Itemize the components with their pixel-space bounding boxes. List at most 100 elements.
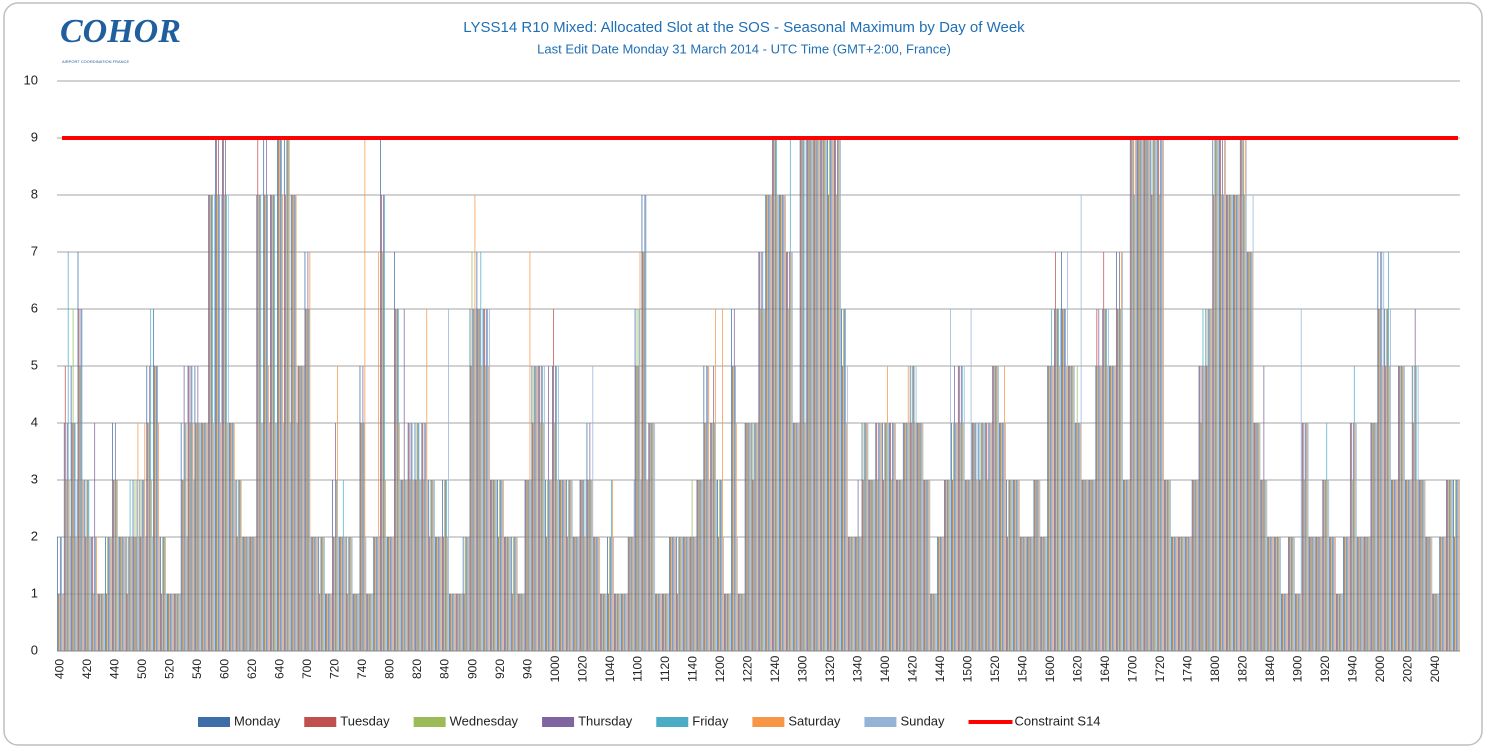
bar xyxy=(521,594,523,651)
bar xyxy=(713,366,715,651)
bar xyxy=(395,309,397,651)
bar xyxy=(433,480,435,651)
bar xyxy=(1119,252,1120,651)
bar xyxy=(734,366,736,651)
bar xyxy=(658,594,660,651)
bar xyxy=(1229,195,1230,651)
bar xyxy=(574,537,576,651)
bar xyxy=(502,480,503,651)
bar xyxy=(579,480,581,651)
bar xyxy=(1012,480,1014,651)
bar xyxy=(508,537,510,651)
bar xyxy=(393,252,395,651)
bar xyxy=(1441,537,1443,651)
bar xyxy=(1131,138,1133,651)
bar xyxy=(514,537,516,651)
legend-swatch xyxy=(413,717,446,727)
bar xyxy=(1348,537,1350,651)
bar xyxy=(1454,537,1455,651)
bar xyxy=(1451,480,1452,651)
bar xyxy=(735,423,737,651)
bar xyxy=(416,423,418,651)
bar xyxy=(118,537,120,651)
bar xyxy=(1349,423,1351,651)
bar xyxy=(617,594,618,651)
bar xyxy=(404,480,406,651)
bar xyxy=(907,366,909,651)
bar xyxy=(393,537,394,651)
bar xyxy=(1284,594,1285,651)
bar xyxy=(213,423,214,651)
bar xyxy=(618,594,620,651)
bar xyxy=(901,480,903,651)
bar xyxy=(1400,366,1401,651)
x-tick-label: 840 xyxy=(438,659,452,679)
bar xyxy=(1021,537,1023,651)
bar xyxy=(1237,195,1239,651)
bar xyxy=(1371,423,1373,651)
bar xyxy=(403,309,405,651)
bar xyxy=(421,423,423,651)
bar xyxy=(1307,423,1309,651)
legend-label: Monday xyxy=(234,713,281,728)
bar xyxy=(790,252,792,651)
bar xyxy=(244,537,246,651)
bar xyxy=(284,195,286,651)
bar xyxy=(644,195,646,651)
bar xyxy=(429,537,431,651)
bar xyxy=(135,537,137,651)
bar xyxy=(605,594,606,651)
bar xyxy=(400,480,402,651)
bar xyxy=(1445,537,1446,651)
bar xyxy=(744,423,746,651)
chart-title: LYSS14 R10 Mixed: Allocated Slot at the … xyxy=(463,19,1025,36)
bar xyxy=(415,480,417,651)
bar xyxy=(843,309,845,651)
bar xyxy=(1092,480,1094,651)
bar xyxy=(405,480,407,651)
bar xyxy=(857,480,859,651)
bar xyxy=(1354,423,1356,651)
bar xyxy=(1453,480,1454,651)
bar xyxy=(849,537,851,651)
bar xyxy=(534,366,536,651)
bar xyxy=(312,537,314,651)
bar xyxy=(265,195,267,651)
bar xyxy=(879,423,881,651)
bar xyxy=(705,423,707,651)
bar xyxy=(1135,138,1137,651)
bar xyxy=(298,366,300,651)
bar xyxy=(233,423,235,651)
bar xyxy=(787,309,789,651)
bar xyxy=(762,252,764,651)
legend-label: Sunday xyxy=(900,713,945,728)
bar xyxy=(1018,480,1020,651)
logo-tagline: AIRPORT COORDINATION FRANCE xyxy=(62,59,129,64)
bar xyxy=(551,480,552,651)
bar xyxy=(1183,537,1185,651)
bar xyxy=(359,366,361,651)
bar xyxy=(1254,423,1256,651)
bar xyxy=(172,594,174,651)
bar xyxy=(1394,480,1395,651)
bar xyxy=(505,537,506,651)
bar xyxy=(1360,537,1362,651)
bar xyxy=(1244,138,1246,651)
bar xyxy=(241,537,243,651)
bar xyxy=(974,423,976,651)
bar xyxy=(100,594,101,651)
bar xyxy=(398,423,400,651)
x-tick-label: 1820 xyxy=(1236,655,1250,682)
bar xyxy=(1204,366,1206,651)
bar xyxy=(1265,480,1267,651)
bar xyxy=(83,480,85,651)
bar xyxy=(1118,309,1119,651)
bar xyxy=(1224,138,1225,651)
bar xyxy=(191,366,193,651)
x-tick-label: 1520 xyxy=(988,655,1002,682)
bar xyxy=(422,423,424,651)
bar xyxy=(1419,480,1421,651)
bar xyxy=(1235,195,1236,651)
bar xyxy=(898,480,899,651)
bar xyxy=(396,309,398,651)
